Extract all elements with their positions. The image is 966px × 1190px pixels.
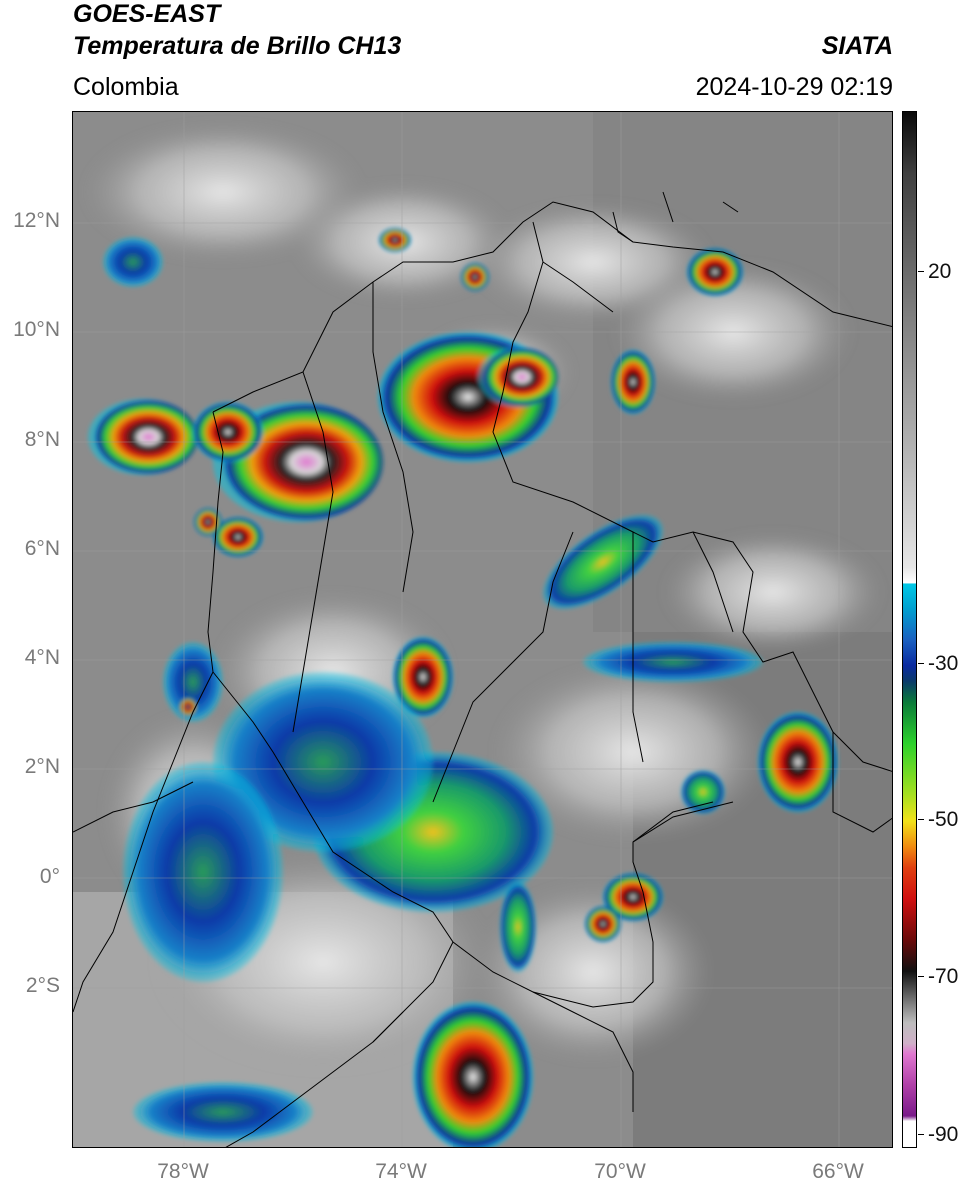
lon-label-70w: 70°W	[594, 1160, 646, 1183]
colorbar-tick-minus50	[918, 819, 924, 820]
timestamp-label: 2024-10-29 02:19	[695, 73, 893, 101]
lat-label-0: 0°	[39, 865, 60, 888]
lon-label-74w: 74°W	[375, 1160, 427, 1183]
title-line-1: GOES-EAST	[73, 0, 221, 28]
lat-label-10n: 10°N	[13, 318, 60, 341]
satellite-image	[73, 112, 892, 1147]
lon-label-78w: 78°W	[157, 1160, 209, 1183]
colorbar-label-minus50: -50	[928, 808, 959, 831]
colorbar-label-20: 20	[928, 260, 952, 283]
lat-label-2n: 2°N	[24, 755, 60, 778]
colorbar-tick-minus30	[918, 663, 924, 664]
title-line-2: Temperatura de Brillo CH13	[73, 32, 402, 60]
lat-label-4n: 4°N	[24, 646, 60, 669]
graticule	[73, 112, 892, 1147]
lon-label-66w: 66°W	[812, 1160, 864, 1183]
colorbar-tick-20	[918, 271, 924, 272]
lat-label-2s: 2°S	[25, 974, 60, 997]
colorbar-label-minus90: -90	[928, 1123, 959, 1146]
lat-label-8n: 8°N	[24, 428, 60, 451]
temperature-colorbar	[902, 111, 917, 1148]
colorbar-tick-minus90	[918, 1134, 924, 1135]
colorbar-label-minus30: -30	[928, 652, 959, 675]
boundaries	[73, 191, 892, 1147]
agency-label: SIATA	[821, 32, 893, 60]
region-label: Colombia	[73, 73, 179, 101]
colorbar-label-minus70: -70	[928, 965, 959, 988]
lat-label-6n: 6°N	[24, 537, 60, 560]
lat-label-12n: 12°N	[13, 209, 60, 232]
satellite-map	[72, 111, 893, 1148]
colorbar-tick-minus70	[918, 976, 924, 977]
